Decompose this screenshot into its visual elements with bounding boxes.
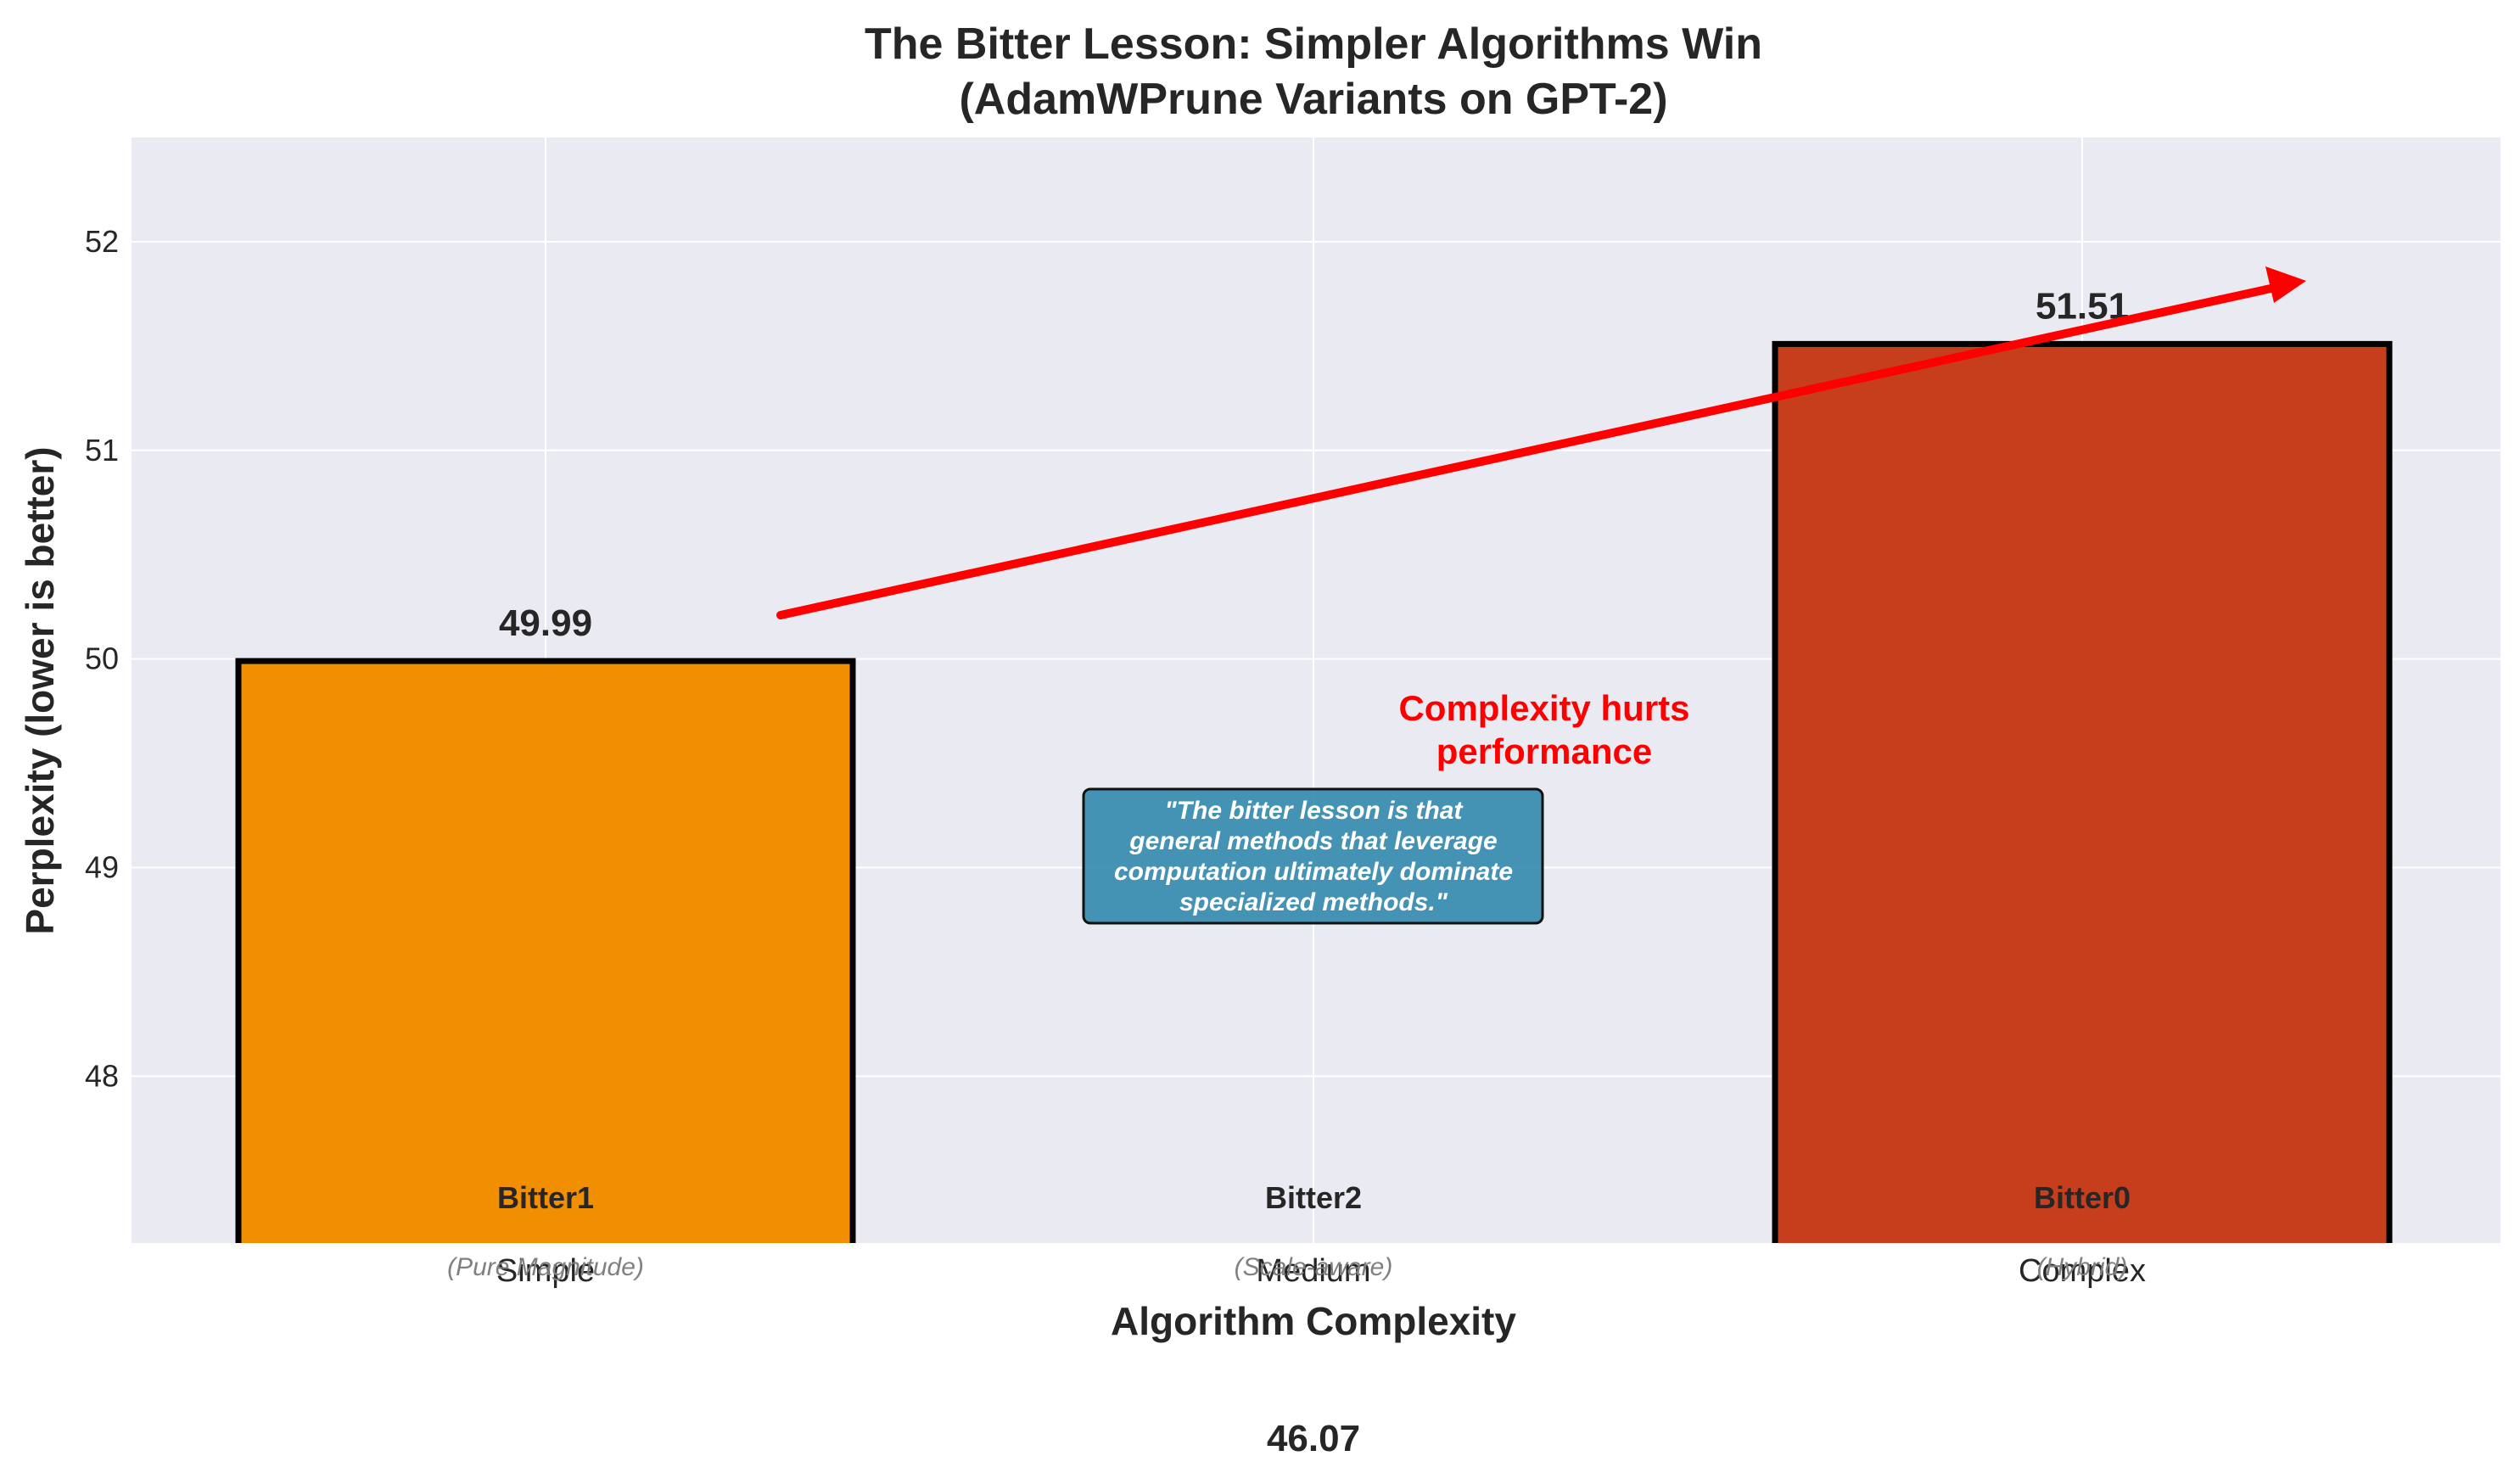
y-tick-label-2: 50 xyxy=(85,641,119,676)
bar-name-complex: Bitter0 xyxy=(2034,1180,2131,1215)
chart-title: The Bitter Lesson: Simpler Algorithms Wi… xyxy=(865,20,1762,69)
x-axis-label: Algorithm Complexity xyxy=(1111,1299,1516,1343)
quote-line-1: "The bitter lesson is that xyxy=(1165,797,1464,825)
bar-complex xyxy=(1772,340,2393,1243)
trend-arrow-line xyxy=(776,282,2287,619)
bar-name-simple: Bitter1 xyxy=(497,1180,594,1215)
quote-box: "The bitter lesson is that general metho… xyxy=(1082,787,1544,925)
bar-simple xyxy=(235,658,856,1243)
trend-arrow-head xyxy=(2265,266,2306,303)
y-tick-label-0: 48 xyxy=(85,1058,119,1093)
chart-subtitle: (AdamWPrune Variants on GPT-2) xyxy=(959,75,1667,124)
trend-label-line-1: Complexity hurts xyxy=(1398,688,1689,728)
value-label-simple: 49.99 xyxy=(499,602,592,644)
bar-description-labels: (Pure Magnitude) (Scale-aware) (Hybrid) xyxy=(447,1253,2127,1281)
bar-description-simple: (Pure Magnitude) xyxy=(447,1253,644,1281)
y-axis-ticks: 48 49 50 51 52 xyxy=(85,224,119,1093)
trend-arrow xyxy=(776,266,2306,619)
x-tick-label-complex: Complex xyxy=(2019,1253,2146,1289)
value-label-medium: 46.07 xyxy=(1267,1418,1360,1459)
x-tick-label-simple: Simple xyxy=(496,1253,595,1289)
quote-line-2: general methods that leverage xyxy=(1128,827,1497,855)
bars xyxy=(235,340,2393,1243)
y-tick-label-4: 52 xyxy=(85,224,119,259)
y-tick-label-3: 51 xyxy=(85,433,119,468)
quote-box-background xyxy=(1082,787,1544,925)
x-tick-label-medium: Medium xyxy=(1256,1253,1370,1289)
bar-description-complex: (Hybrid) xyxy=(2037,1253,2128,1281)
x-axis-ticks: Simple Medium Complex xyxy=(496,1253,2146,1289)
bar-name-labels: Bitter1 Bitter2 Bitter0 xyxy=(497,1180,2131,1215)
quote-line-3: computation ultimately dominate xyxy=(1114,858,1513,886)
bar-description-medium: (Scale-aware) xyxy=(1235,1253,1393,1281)
bar-name-medium: Bitter2 xyxy=(1265,1180,1362,1215)
trend-label-line-2: performance xyxy=(1436,731,1652,771)
y-tick-label-1: 49 xyxy=(85,849,119,884)
y-axis-label: Perplexity (lower is better) xyxy=(18,446,62,934)
quote-line-4: specialized methods." xyxy=(1179,888,1448,916)
